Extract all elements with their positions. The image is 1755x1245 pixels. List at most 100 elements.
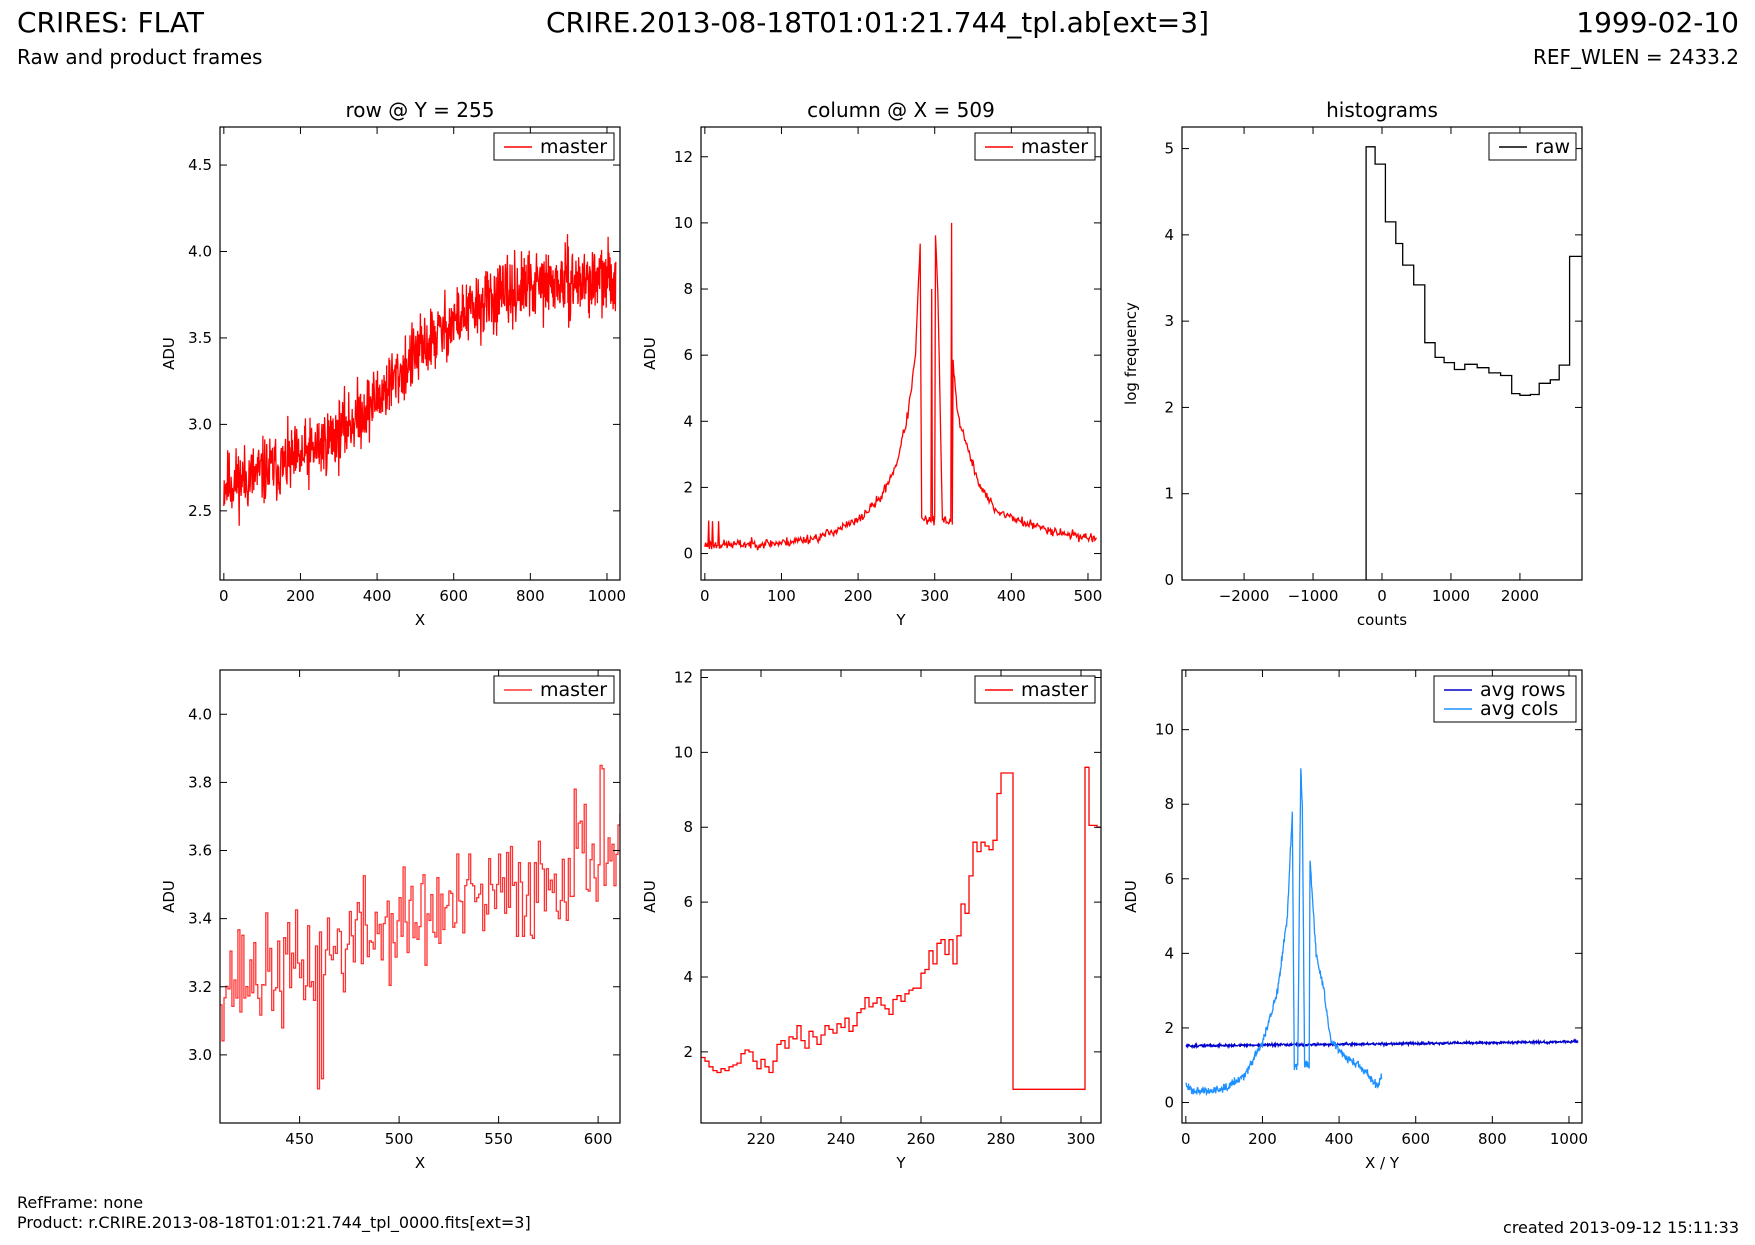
x-tick-label: 1000 xyxy=(1432,587,1470,605)
x-tick-label: 280 xyxy=(987,1130,1016,1148)
series-line-master xyxy=(223,234,617,526)
x-tick-label: 300 xyxy=(1067,1130,1096,1148)
x-tick-label: 200 xyxy=(844,587,873,605)
y-tick-label: 3.0 xyxy=(188,1046,212,1064)
legend-label: master xyxy=(540,136,607,158)
x-tick-label: 400 xyxy=(363,587,392,605)
chart-panel: 0 100 200 300 400 500 0 2 4 6 8 10 12 column @ X = 50… xyxy=(641,98,1102,629)
y-axis-label: ADU xyxy=(641,337,659,370)
x-tick-label: 500 xyxy=(1074,587,1103,605)
x-tick-label: 450 xyxy=(285,1130,314,1148)
ref-frame-label: RefFrame: none xyxy=(17,1193,144,1212)
legend: master xyxy=(493,132,615,161)
x-tick-label: 400 xyxy=(997,587,1026,605)
y-axis-label: ADU xyxy=(160,880,178,913)
file-name-title: CRIRE.2013-08-18T01:01:21.744_tpl.ab[ext… xyxy=(545,6,1209,39)
x-tick-label: 240 xyxy=(827,1130,856,1148)
y-tick-label: 8 xyxy=(683,280,693,298)
y-tick-label: 2 xyxy=(1164,1019,1174,1037)
y-axis-label: log frequency xyxy=(1122,302,1140,405)
y-tick-label: 5 xyxy=(1164,140,1174,158)
y-axis-label: ADU xyxy=(641,880,659,913)
x-tick-label: 260 xyxy=(907,1130,936,1148)
plot-frame xyxy=(219,126,621,581)
x-tick-label: 200 xyxy=(1248,1130,1277,1148)
plot-frame xyxy=(219,669,621,1124)
y-tick-label: 3.8 xyxy=(188,773,212,791)
y-tick-label: 3 xyxy=(1164,312,1174,330)
y-tick-label: 4.5 xyxy=(188,156,212,174)
x-axis-label: X xyxy=(415,611,425,629)
x-axis-label: Y xyxy=(895,1154,906,1172)
chart-title: row @ Y = 255 xyxy=(346,98,495,122)
legend: raw xyxy=(1488,132,1577,161)
x-tick-label: 100 xyxy=(767,587,796,605)
y-tick-label: 3.4 xyxy=(188,910,212,928)
legend-label: master xyxy=(540,679,607,701)
y-tick-label: 1 xyxy=(1164,485,1174,503)
figure-subtitle: Raw and product frames xyxy=(17,45,263,69)
x-tick-label: 0 xyxy=(700,587,710,605)
x-tick-label: 400 xyxy=(1325,1130,1354,1148)
x-tick-label: 550 xyxy=(484,1130,513,1148)
y-axis-label: ADU xyxy=(1122,880,1140,913)
y-tick-label: 3.2 xyxy=(188,978,212,996)
y-tick-label: 2 xyxy=(683,478,693,496)
x-tick-label: 1000 xyxy=(1550,1130,1588,1148)
y-tick-label: 3.0 xyxy=(188,415,212,433)
x-tick-label: 0 xyxy=(219,587,229,605)
series-line-avg-rows xyxy=(1185,1037,1579,1050)
y-tick-label: 4 xyxy=(683,968,693,986)
y-tick-label: 8 xyxy=(683,818,693,836)
legend-label: master xyxy=(1021,136,1088,158)
chart-panel: 450 500 550 600 3.0 3.2 3.4 3.6 3.8 4.0 X ADU master xyxy=(160,669,621,1172)
plot-frame xyxy=(1181,669,1583,1124)
series-line-raw xyxy=(1365,146,1582,580)
y-tick-label: 4 xyxy=(1164,944,1174,962)
y-tick-label: 10 xyxy=(1155,721,1174,739)
x-tick-label: 500 xyxy=(385,1130,414,1148)
created-label: created 2013-09-12 15:11:33 xyxy=(1503,1218,1739,1237)
x-tick-label: 600 xyxy=(439,587,468,605)
y-tick-label: 10 xyxy=(674,743,693,761)
series-line-master xyxy=(704,222,1097,551)
y-tick-label: 0 xyxy=(1164,571,1174,589)
y-tick-label: 4.0 xyxy=(188,242,212,260)
y-tick-label: 12 xyxy=(674,148,693,166)
plot-frame xyxy=(1181,126,1583,581)
y-tick-label: 3.5 xyxy=(188,329,212,347)
y-tick-label: 3.6 xyxy=(188,842,212,860)
y-tick-label: 10 xyxy=(674,214,693,232)
chart-panel: 0 200 400 600 800 1000 2.5 3.0 3.5 4.0 4.5 row @ Y … xyxy=(160,98,626,629)
x-axis-label: X / Y xyxy=(1365,1154,1400,1172)
plot-frame xyxy=(700,669,1102,1124)
x-tick-label: 0 xyxy=(1377,587,1387,605)
y-tick-label: 2 xyxy=(683,1043,693,1061)
legend-label: avg rows xyxy=(1480,679,1565,701)
y-tick-label: 4 xyxy=(1164,226,1174,244)
figure-title: CRIRES: FLAT xyxy=(17,6,204,39)
y-tick-label: 6 xyxy=(1164,870,1174,888)
x-tick-label: 0 xyxy=(1181,1130,1191,1148)
x-axis-label: Y xyxy=(895,611,906,629)
series-line-avg-cols xyxy=(1185,768,1383,1097)
x-tick-label: 200 xyxy=(286,587,315,605)
x-tick-label: 2000 xyxy=(1501,587,1539,605)
x-tick-label: 800 xyxy=(516,587,545,605)
y-tick-label: 4.0 xyxy=(188,705,212,723)
chart-title: histograms xyxy=(1326,98,1438,122)
x-tick-label: 600 xyxy=(584,1130,613,1148)
x-tick-label: 220 xyxy=(747,1130,776,1148)
x-axis-label: X xyxy=(415,1154,425,1172)
y-tick-label: 2.5 xyxy=(188,502,212,520)
x-tick-label: −2000 xyxy=(1219,587,1270,605)
legend: master xyxy=(493,675,615,704)
chart-panel: 0 200 400 600 800 1000 0 2 4 6 8 10 X / Y ADU avg rows… xyxy=(1122,669,1588,1172)
x-axis-label: counts xyxy=(1357,611,1407,629)
y-tick-label: 0 xyxy=(1164,1093,1174,1111)
y-axis-label: ADU xyxy=(160,337,178,370)
y-tick-label: 4 xyxy=(683,412,693,430)
x-tick-label: 600 xyxy=(1401,1130,1430,1148)
